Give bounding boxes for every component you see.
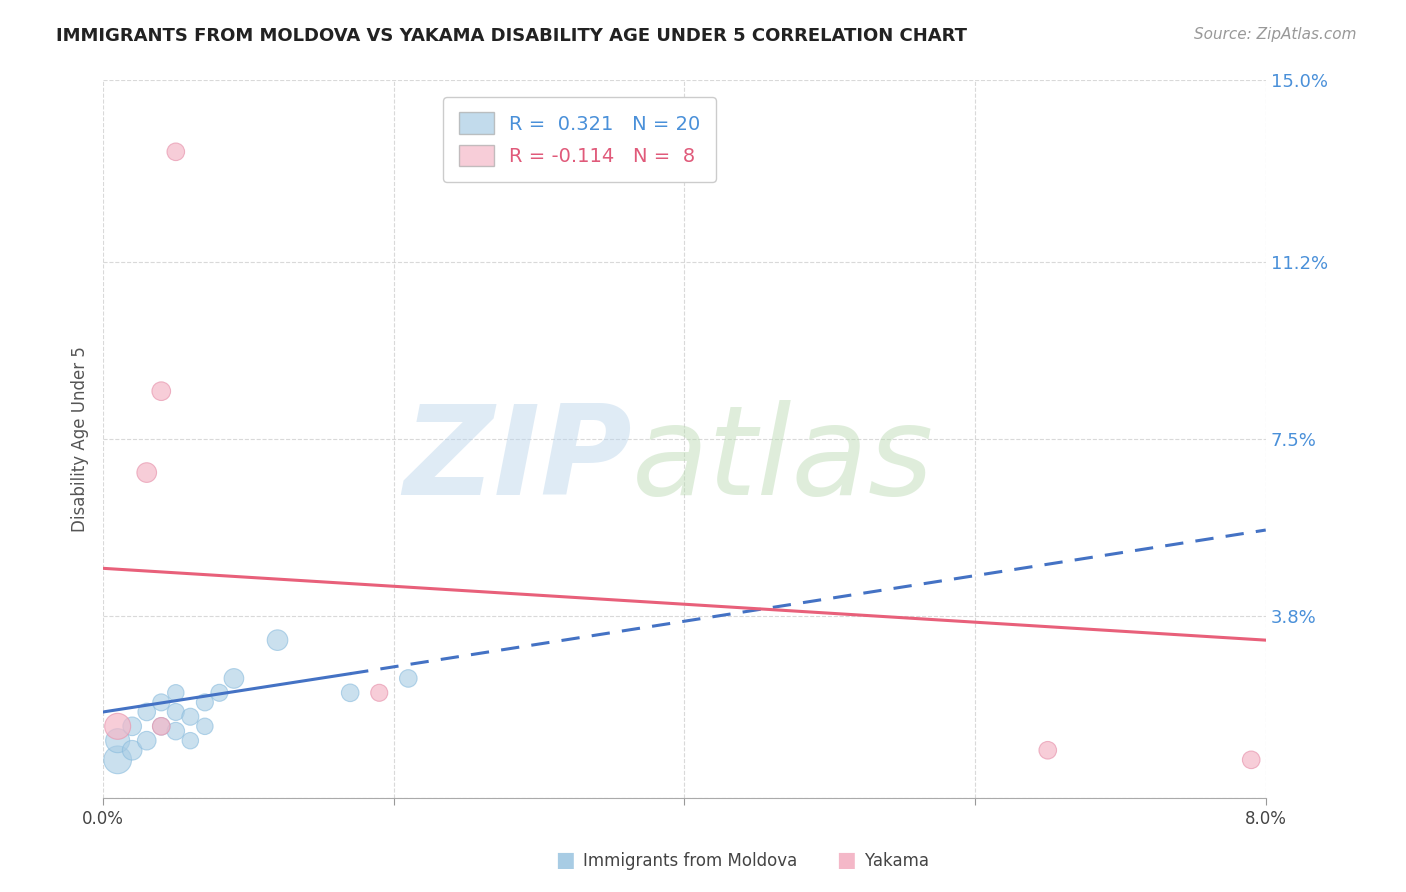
Legend: R =  0.321   N = 20, R = -0.114   N =  8: R = 0.321 N = 20, R = -0.114 N = 8 — [443, 97, 716, 182]
Point — [107, 733, 129, 747]
Text: IMMIGRANTS FROM MOLDOVA VS YAKAMA DISABILITY AGE UNDER 5 CORRELATION CHART: IMMIGRANTS FROM MOLDOVA VS YAKAMA DISABI… — [56, 27, 967, 45]
Point — [1240, 753, 1263, 767]
Point — [165, 686, 187, 700]
Text: Immigrants from Moldova: Immigrants from Moldova — [562, 852, 797, 870]
Point — [150, 384, 173, 399]
Point — [179, 710, 201, 724]
Point — [194, 695, 217, 709]
Point — [208, 686, 231, 700]
Point — [396, 672, 419, 686]
Point — [150, 719, 173, 733]
Point — [179, 733, 201, 747]
Point — [121, 743, 143, 757]
Point — [1036, 743, 1059, 757]
Point — [165, 705, 187, 719]
Text: ZIP: ZIP — [404, 401, 633, 521]
Text: atlas: atlas — [633, 401, 934, 521]
Text: Source: ZipAtlas.com: Source: ZipAtlas.com — [1194, 27, 1357, 42]
Point — [165, 145, 187, 159]
Text: ■: ■ — [555, 850, 575, 870]
Point — [339, 686, 361, 700]
Text: ■: ■ — [837, 850, 856, 870]
Point — [135, 705, 157, 719]
Point — [107, 753, 129, 767]
Point — [135, 733, 157, 747]
Point — [368, 686, 391, 700]
Point — [107, 719, 129, 733]
Point — [150, 695, 173, 709]
Point — [165, 724, 187, 739]
Point — [222, 672, 245, 686]
Y-axis label: Disability Age Under 5: Disability Age Under 5 — [72, 346, 89, 532]
Point — [194, 719, 217, 733]
Text: Yakama: Yakama — [844, 852, 928, 870]
Point — [150, 719, 173, 733]
Point — [135, 466, 157, 480]
Point — [121, 719, 143, 733]
Point — [266, 633, 288, 648]
